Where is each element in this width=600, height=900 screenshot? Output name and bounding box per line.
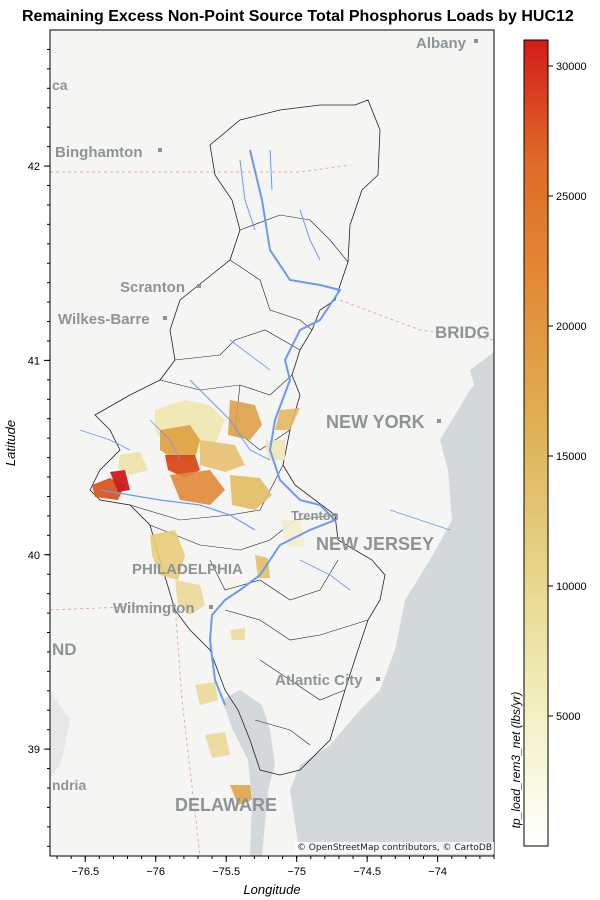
tributary: [149, 419, 181, 461]
subwatershed-line: [229, 259, 313, 331]
sound-area: [470, 352, 494, 392]
map-label: Wilkes-Barre: [58, 311, 150, 328]
subwatershed-line: [254, 719, 311, 746]
tributary: [269, 149, 273, 191]
tributary: [189, 379, 271, 461]
x-tick-label: −74: [428, 866, 447, 878]
x-axis: −76.5 −76 −75.5 −75 −74.5 −74: [56, 856, 495, 878]
map-label: PHILADELPHIA: [132, 561, 243, 578]
map-label: Wilmington: [113, 600, 195, 617]
huc12-region: [200, 440, 245, 472]
tributary: [299, 559, 351, 591]
map-attribution[interactable]: © OpenStreetMap contributors, © CartoDB: [294, 842, 494, 854]
colorbar: [523, 39, 549, 847]
chart-title: Remaining Excess Non-Point Source Total …: [22, 8, 574, 25]
x-tick-label: −75: [287, 866, 306, 878]
city-marker: [437, 419, 441, 423]
plot-frame: [49, 29, 495, 857]
map-label: DELAWARE: [175, 795, 277, 815]
subwatershed-line: [239, 214, 349, 263]
delaware-bay: [222, 690, 275, 856]
map-label: ca: [52, 77, 68, 93]
y-tick-label: 41: [28, 355, 40, 367]
huc12-region: [230, 475, 272, 510]
map-labels: Albany Binghamton Scranton Wilkes-Barre …: [52, 35, 490, 815]
colorbar-tick-label: 30000: [556, 61, 587, 73]
huc12-region: [195, 682, 218, 705]
colorbar-label: tp_load_rem3_net (lbs/yr): [509, 692, 523, 829]
state-border: [50, 164, 351, 173]
basemap: [50, 30, 494, 856]
huc12-region: [275, 408, 300, 430]
huc12-region: [170, 470, 225, 505]
city-marker: [197, 284, 201, 288]
huc12-region: [255, 555, 270, 578]
colorbar-axis: 5000 10000 15000 20000 25000 30000: [548, 61, 587, 723]
subwatershed-line: [174, 329, 301, 361]
subwatershed-line: [149, 514, 336, 551]
huc12-region: [230, 628, 245, 640]
tributary: [229, 339, 271, 371]
huc12-region: [265, 440, 285, 460]
y-tick-label: 40: [28, 550, 40, 562]
city-marker: [209, 605, 213, 609]
subwatershed-line: [259, 659, 346, 701]
colorbar-tick-label: 25000: [556, 191, 587, 203]
city-marker: [376, 677, 380, 681]
map-label: NEW JERSEY: [316, 534, 434, 554]
y-axis: 39 40 41 42: [28, 48, 50, 847]
tributary: [79, 429, 131, 451]
map-label: Binghamton: [55, 144, 143, 161]
tributary: [99, 489, 256, 531]
chesapeake-area: [50, 690, 70, 780]
city-marker: [474, 39, 478, 43]
huc12-region: [230, 785, 252, 805]
subwatershed-line: [224, 609, 369, 641]
tributary: [389, 509, 451, 531]
river-layer: [79, 149, 451, 706]
huc12-region: [165, 455, 200, 478]
y-tick-label: 39: [28, 744, 40, 756]
choropleth-layer: [92, 400, 305, 805]
watershed-outline: [89, 99, 386, 776]
x-tick-label: −74.5: [353, 866, 381, 878]
huc12-region: [110, 470, 130, 492]
x-axis-label: Longitude: [243, 882, 300, 897]
x-tick-label: −76.5: [71, 866, 99, 878]
colorbar-tick-label: 15000: [556, 451, 587, 463]
huc12-region: [118, 452, 148, 475]
city-marker: [163, 316, 167, 320]
tributary: [239, 159, 256, 231]
x-tick-label: −76: [146, 866, 165, 878]
huc12-region: [205, 732, 230, 758]
x-tick-label: −75.5: [212, 866, 240, 878]
state-border: [50, 604, 201, 856]
y-tick-label: 42: [28, 161, 40, 173]
ocean-area: [290, 360, 494, 856]
city-markers: [158, 39, 478, 681]
tributary: [299, 209, 321, 261]
y-axis-label: Latitude: [3, 420, 18, 466]
colorbar-tick-label: 20000: [556, 321, 587, 333]
map-label: Atlantic City: [275, 672, 363, 689]
subwatershed-line: [209, 559, 339, 601]
delaware-river: [208, 149, 342, 706]
huc12-region: [160, 425, 200, 460]
colorbar-tick-label: 10000: [556, 581, 587, 593]
colorbar-tick-label: 5000: [556, 711, 580, 723]
map-label: NEW YORK: [326, 412, 425, 432]
huc12-region: [175, 580, 205, 615]
map-label: ndria: [52, 777, 86, 793]
state-border: [339, 299, 494, 341]
map-label: Scranton: [120, 279, 185, 296]
city-marker: [158, 148, 162, 152]
map-label: ND: [52, 640, 77, 659]
map-label: Albany: [416, 35, 467, 52]
map-label: Trenton: [291, 508, 339, 523]
map-label: BRIDG: [435, 323, 490, 342]
huc12-region: [150, 530, 185, 580]
